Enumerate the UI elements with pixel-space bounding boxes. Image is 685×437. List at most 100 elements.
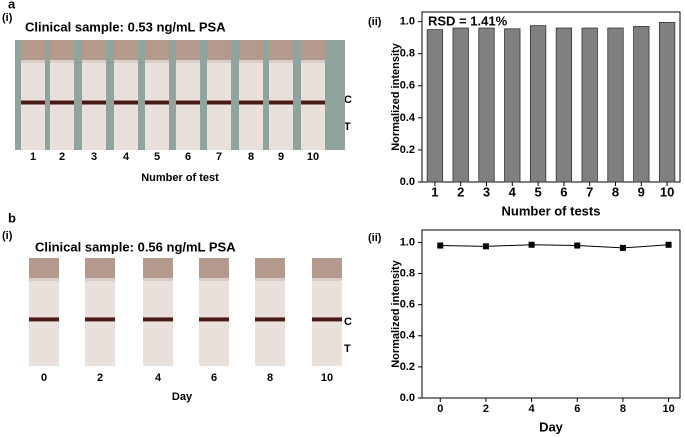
x-tick-label: 2	[483, 403, 489, 415]
y-tick-label: 0.2	[400, 144, 415, 156]
sample-pad	[50, 40, 74, 62]
control-line	[143, 317, 173, 322]
sample-pad	[85, 258, 115, 280]
photo-xlabel: Number of test	[141, 172, 219, 184]
pad-edge	[85, 278, 115, 281]
photo	[30, 258, 340, 366]
control-line	[29, 317, 59, 322]
bar	[607, 27, 624, 183]
x-tick-label: 8	[612, 184, 619, 199]
strip-label: 2	[97, 372, 103, 384]
sample-pad	[269, 40, 293, 62]
bar	[452, 27, 469, 183]
bar	[504, 28, 521, 183]
panel-letter: b	[8, 210, 16, 225]
sample-pad	[114, 40, 138, 62]
control-line	[114, 100, 138, 105]
pad-edge	[50, 60, 74, 63]
panel-letter: a	[8, 0, 16, 11]
photo-title: Clinical sample: 0.56 ng/mL PSA	[35, 239, 236, 254]
panel-sub: (ii)	[368, 16, 382, 28]
bar	[658, 22, 676, 183]
x-tick-label: 4	[529, 403, 536, 415]
x-axis-label: Day	[539, 419, 564, 434]
strip-label: 4	[123, 151, 130, 163]
y-tick-label: 0.8	[400, 48, 415, 60]
x-tick-label: 6	[574, 403, 580, 415]
marker	[482, 243, 489, 250]
pad-edge	[239, 60, 263, 63]
y-tick-label: 1.0	[400, 236, 415, 248]
sample-pad	[143, 258, 173, 280]
x-tick-label: 0	[437, 403, 443, 415]
series-line	[440, 244, 669, 249]
panel-sub: (i)	[2, 230, 13, 242]
bar	[478, 27, 495, 183]
strip-label: 6	[211, 372, 217, 384]
control-line	[82, 100, 106, 105]
panel-sub: (i)	[2, 12, 13, 24]
line-label: T	[344, 343, 351, 355]
strip-label: 9	[278, 151, 284, 163]
control-line	[255, 317, 285, 322]
marker	[528, 241, 535, 248]
y-tick-label: 0.6	[400, 80, 415, 92]
y-tick-label: 0.4	[400, 330, 416, 342]
line-label: T	[344, 121, 351, 133]
x-tick-label: 8	[620, 403, 626, 415]
y-tick-label: 0.0	[400, 176, 415, 188]
control-line	[145, 100, 169, 105]
control-line	[239, 100, 263, 105]
sample-pad	[145, 40, 169, 62]
strip-label: 1	[30, 151, 36, 163]
bar	[633, 26, 650, 183]
pad-edge	[199, 278, 229, 281]
pad-edge	[21, 60, 45, 63]
pad-edge	[29, 278, 59, 281]
y-tick-label: 0.8	[400, 267, 415, 279]
sample-pad	[312, 258, 342, 280]
photo-title: Clinical sample: 0.53 ng/mL PSA	[25, 19, 226, 34]
pad-edge	[312, 278, 342, 281]
strip-label: 8	[248, 151, 254, 163]
strip-label: 2	[59, 151, 65, 163]
y-tick-label: 0.2	[400, 361, 415, 373]
marker	[665, 241, 672, 248]
pad-edge	[114, 60, 138, 63]
sample-pad	[255, 258, 285, 280]
y-tick-label: 1.0	[400, 16, 415, 28]
pad-edge	[145, 60, 169, 63]
marker	[619, 244, 626, 251]
x-tick-label: 2	[457, 184, 464, 199]
pad-edge	[143, 278, 173, 281]
y-axis-label: Normalized intensity	[390, 42, 402, 150]
control-line	[21, 100, 45, 105]
x-tick-label: 5	[534, 184, 541, 199]
bar	[581, 27, 598, 183]
y-tick-label: 0.4	[400, 112, 416, 124]
x-tick-label: 10	[662, 403, 674, 415]
bar	[555, 27, 573, 183]
line-label: C	[344, 316, 352, 328]
sample-pad	[82, 40, 106, 62]
sample-pad	[207, 40, 231, 62]
marker	[437, 242, 444, 249]
control-line	[85, 317, 115, 322]
control-line	[199, 317, 229, 322]
bar	[426, 29, 444, 183]
sample-pad	[21, 40, 45, 62]
bar	[529, 25, 547, 183]
y-tick-label: 0.6	[400, 299, 415, 311]
strip-label: 10	[321, 372, 333, 384]
y-axis-label: Normalized intensity	[390, 259, 402, 367]
sample-pad	[301, 40, 325, 62]
plot-frame	[421, 11, 681, 183]
x-tick-label: 3	[483, 184, 490, 199]
x-axis-label: Number of tests	[502, 203, 601, 218]
pad-edge	[255, 278, 285, 281]
x-tick-label: 9	[638, 184, 645, 199]
control-line	[312, 317, 342, 322]
strip-label: 6	[185, 151, 191, 163]
marker	[574, 242, 581, 249]
